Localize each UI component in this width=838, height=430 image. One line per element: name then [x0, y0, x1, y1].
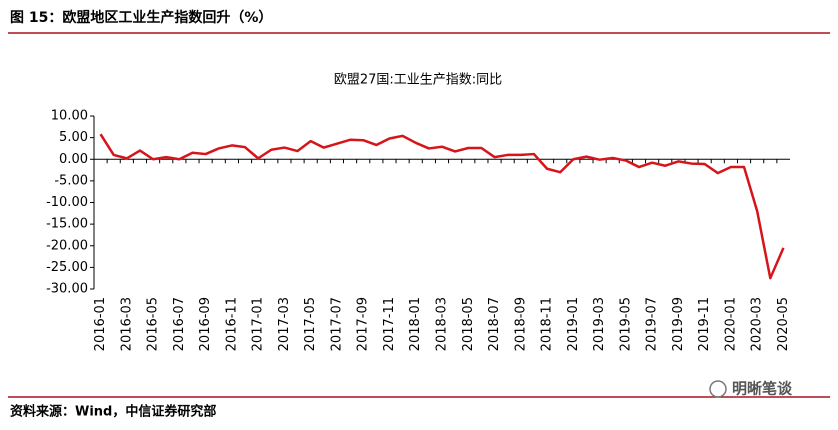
y-tick-label: 10.00	[51, 109, 88, 124]
figure-header: 图 15：欧盟地区工业生产指数回升（%）	[10, 9, 272, 26]
y-tick-label: 5.00	[59, 130, 88, 145]
watermark: 明晰笔谈	[732, 380, 793, 398]
y-tick-label: -5.00	[54, 173, 88, 188]
y-tick-label: -25.00	[46, 260, 88, 275]
x-tick-label: 2020-05	[776, 297, 791, 351]
x-tick-label: 2016-01	[93, 297, 108, 351]
y-tick-label: -15.00	[46, 217, 88, 232]
x-tick-label: 2018-05	[461, 297, 476, 351]
y-tick-label: -20.00	[46, 238, 88, 253]
watermark-icon	[709, 380, 727, 398]
y-tick-label: -10.00	[46, 195, 88, 210]
x-tick-label: 2020-01	[723, 297, 738, 351]
x-tick-label: 2017-09	[356, 297, 371, 351]
y-tick-label: 0.00	[59, 152, 88, 167]
x-tick-label: 2017-11	[382, 297, 397, 351]
x-tick-label: 2016-11	[224, 297, 239, 351]
x-tick-label: 2018-03	[435, 297, 450, 351]
x-tick-label: 2019-01	[566, 297, 581, 351]
x-tick-label: 2017-03	[277, 297, 292, 351]
x-tick-label: 2019-05	[618, 297, 633, 351]
x-tick-label: 2018-09	[513, 297, 528, 351]
x-tick-label: 2018-01	[408, 297, 423, 351]
x-tick-label: 2020-03	[750, 297, 765, 351]
data-line	[99, 133, 785, 280]
x-tick-label: 2019-09	[671, 297, 686, 351]
x-tick-label: 2017-01	[251, 297, 266, 351]
x-tick-label: 2016-03	[119, 297, 134, 351]
x-tick-label: 2016-07	[172, 297, 187, 351]
x-tick-label: 2018-07	[487, 297, 502, 351]
x-tick-label: 2016-05	[146, 297, 161, 351]
x-tick-label: 2016-09	[198, 297, 213, 351]
y-tick-label: -30.00	[46, 282, 88, 297]
x-tick-label: 2019-03	[592, 297, 607, 351]
source-note: 资料来源：Wind，中信证券研究部	[10, 404, 216, 420]
x-tick-label: 2019-07	[645, 297, 660, 351]
chart-title: 欧盟27国:工业生产指数:同比	[334, 73, 502, 88]
x-tick-label: 2018-11	[540, 297, 555, 351]
x-tick-label: 2017-05	[303, 297, 318, 351]
x-tick-label: 2019-11	[697, 297, 712, 351]
x-tick-label: 2017-07	[329, 297, 344, 351]
